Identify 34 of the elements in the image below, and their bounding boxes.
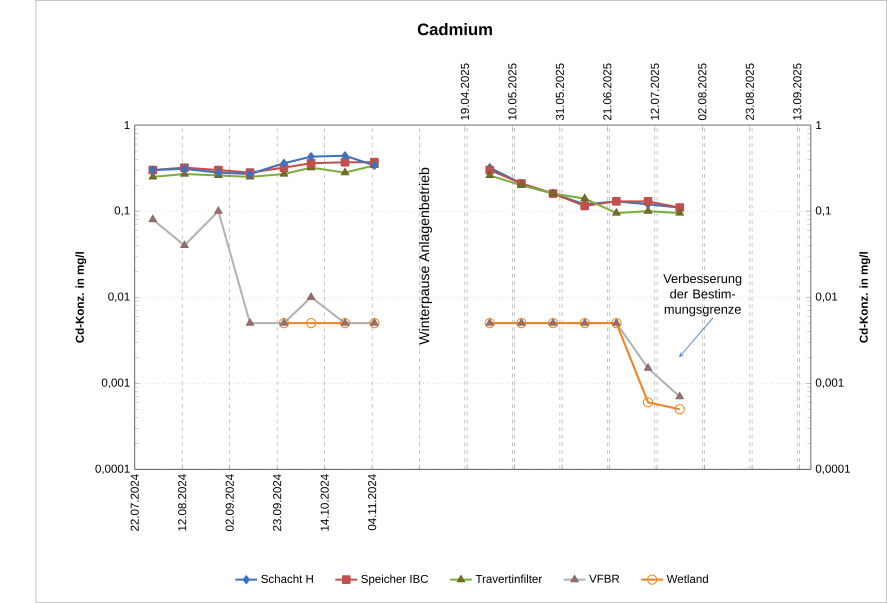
y-tick-label: 0,0001 [816,464,850,474]
annotation: Verbesserung der Bestim-mungsgrenze [663,274,742,316]
text: 0,001 [102,378,130,388]
text: 0,01 [108,292,130,302]
x-tick-label: 14.10.2024 [320,474,329,531]
x-tick-label: 02.09.2024 [226,474,234,532]
y-tick-label: 0,1 [816,206,831,216]
x-tick-label: 12.08.2024 [178,474,186,531]
annotation: Winterpause Anlagenbetrieb [418,168,432,345]
text: 0,1 [114,206,130,216]
x2-tick-label: 02.08.2025 [698,63,706,120]
x2-tick-label: 21.06.2025 [603,63,612,120]
x2-tick-label: 12.07.2025 [650,63,659,120]
x2-tick-label: 10.05.2025 [508,63,516,120]
text: 0,0001 [95,464,130,474]
x-tick-label: 04.11.2024 [368,474,376,530]
x2-tick-label: 31.05.2025 [556,63,564,120]
legend-label: Wetland [666,574,708,583]
y-tick-label: 0,01 [816,292,838,302]
y-tick-label: 1 [816,121,822,129]
y-tick-label: 0,001 [816,378,844,388]
x-tick-label: 22.07.2024 [130,474,139,531]
y-axis-title: Cd-Konz. in mg/l [75,252,86,343]
text: 1 [124,121,130,129]
x2-tick-label: 23.08.2025 [746,63,754,120]
legend-label: Travertinfilter [476,574,542,583]
x-tick-label: 23.09.2024 [273,474,282,531]
chart-title: Cadmium [418,23,492,36]
legend-label: VFBR [589,574,620,583]
y2-axis-title: Cd-Konz. in mg/l [859,252,870,343]
x2-tick-label: 19.04.2025 [460,63,469,120]
legend-label: Schacht H [261,574,313,583]
legend-label: Speicher IBC [361,574,428,586]
x2-tick-label: 13.09.2025 [793,63,802,120]
